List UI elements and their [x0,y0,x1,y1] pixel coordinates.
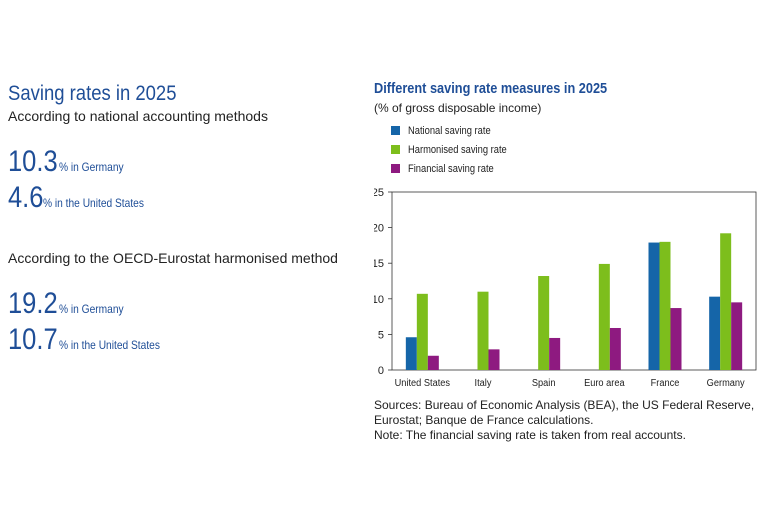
legend-label: Financial saving rate [408,162,494,175]
harmonised-method-label: According to the OECD-Eurostat harmonise… [8,250,338,266]
bar [416,293,428,370]
bar-chart: 0 5 10 15 20 25 United States Italy Spain Euro ar… [374,188,757,390]
chart-subtitle: (% of gross disposable income) [374,101,542,115]
legend-swatch [391,145,400,154]
stat-value: 10.7 [8,323,58,356]
bar [670,308,682,370]
bar [720,233,732,370]
methodology-note: Note: The financial saving rate is taken… [374,428,686,442]
bar [405,337,417,370]
x-tick-label: United States [395,378,450,390]
stat-value: 19.2 [8,287,58,320]
x-tick-label: France [651,378,680,390]
y-tick-label: 25 [374,188,384,199]
y-tick-label: 5 [378,329,384,341]
chart-legend: National saving rate Harmonised saving r… [391,121,764,178]
y-tick-label: 10 [374,294,384,306]
national-stats: 10.3% in Germany 4.6% in the United Stat… [8,144,358,216]
bar [538,276,550,370]
bar [427,355,439,370]
stat-text: % in Germany [59,160,125,174]
x-tick-label: Germany [707,378,745,390]
stat-value: 4.6 [8,181,44,214]
legend-item-national: National saving rate [391,121,764,140]
bar [709,296,721,370]
stat-harmonised-germany: 19.2% in Germany [8,286,358,322]
legend-swatch [391,164,400,173]
stat-harmonised-us: 10.7 % in the United States [8,322,358,358]
bar [731,302,743,370]
y-tick-label: 20 [374,223,384,235]
legend-item-harmonised: Harmonised saving rate [391,140,764,159]
sources-note: Sources: Bureau of Economic Analysis (BE… [374,398,755,427]
stat-text: % in the United States [59,338,161,352]
bar [598,263,610,370]
x-tick-label: Italy [475,378,492,390]
legend-item-financial: Financial saving rate [391,159,764,178]
chart-panel: Different saving rate measures in 2025 (… [374,80,764,442]
chart-notes: Sources: Bureau of Economic Analysis (BE… [374,398,768,443]
section-heading: Saving rates in 2025 [8,82,177,105]
stat-national-germany: 10.3% in Germany [8,144,358,180]
legend-label: National saving rate [408,124,491,137]
stat-value: 10.3 [8,145,58,178]
chart-title: Different saving rate measures in 2025 [374,80,608,97]
stat-national-us: 4.6% in the United States [8,180,358,216]
harmonised-stats: 19.2% in Germany 10.7 % in the United St… [8,286,358,358]
y-tick-label: 15 [374,258,384,270]
bar [609,327,621,370]
bar [549,337,561,370]
y-tick-label: 0 [378,365,384,377]
bar [477,291,489,370]
stat-text: % in Germany [59,302,125,316]
plot-frame [391,191,757,371]
bar [659,241,671,370]
national-method-label: According to national accounting methods [8,108,268,124]
key-figures-panel: Saving rates in 2025 According to nation… [8,82,358,358]
x-tick-label: Spain [532,378,556,390]
legend-swatch [391,126,400,135]
legend-label: Harmonised saving rate [408,143,507,156]
x-tick-label: Euro area [584,378,625,390]
stat-text: % in the United States [42,196,144,210]
bar [648,242,660,370]
bar [488,349,500,370]
